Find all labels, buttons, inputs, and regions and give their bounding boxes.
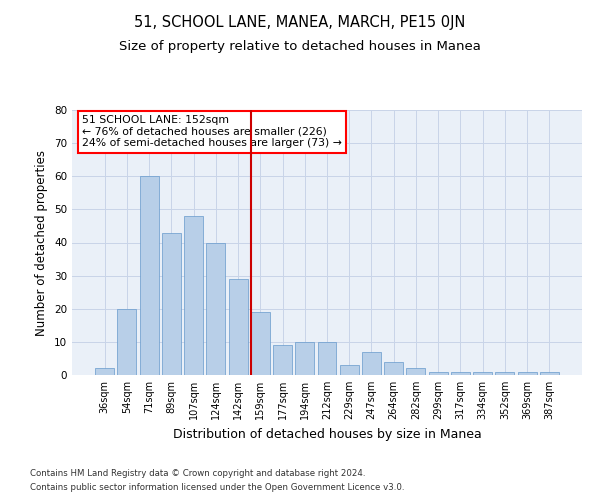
Bar (540, 372, 559, 375)
Bar (251, 312, 270, 375)
Text: Size of property relative to detached houses in Manea: Size of property relative to detached ho… (119, 40, 481, 53)
Bar (273, 345, 292, 375)
Bar (429, 372, 448, 375)
Bar (184, 216, 203, 375)
X-axis label: Distribution of detached houses by size in Manea: Distribution of detached houses by size … (173, 428, 481, 440)
Bar (206, 242, 225, 375)
Text: Contains public sector information licensed under the Open Government Licence v3: Contains public sector information licen… (30, 484, 404, 492)
Text: Contains HM Land Registry data © Crown copyright and database right 2024.: Contains HM Land Registry data © Crown c… (30, 468, 365, 477)
Bar (95, 368, 114, 375)
Bar (451, 372, 470, 375)
Y-axis label: Number of detached properties: Number of detached properties (35, 150, 49, 336)
Bar (140, 176, 158, 375)
Bar (362, 352, 381, 375)
Text: 51, SCHOOL LANE, MANEA, MARCH, PE15 0JN: 51, SCHOOL LANE, MANEA, MARCH, PE15 0JN (134, 15, 466, 30)
Bar (317, 342, 337, 375)
Bar (162, 232, 181, 375)
Bar (496, 372, 514, 375)
Bar (384, 362, 403, 375)
Bar (340, 365, 359, 375)
Bar (229, 279, 248, 375)
Text: 51 SCHOOL LANE: 152sqm
← 76% of detached houses are smaller (226)
24% of semi-de: 51 SCHOOL LANE: 152sqm ← 76% of detached… (82, 116, 342, 148)
Bar (118, 308, 136, 375)
Bar (295, 342, 314, 375)
Bar (518, 372, 536, 375)
Bar (406, 368, 425, 375)
Bar (473, 372, 492, 375)
